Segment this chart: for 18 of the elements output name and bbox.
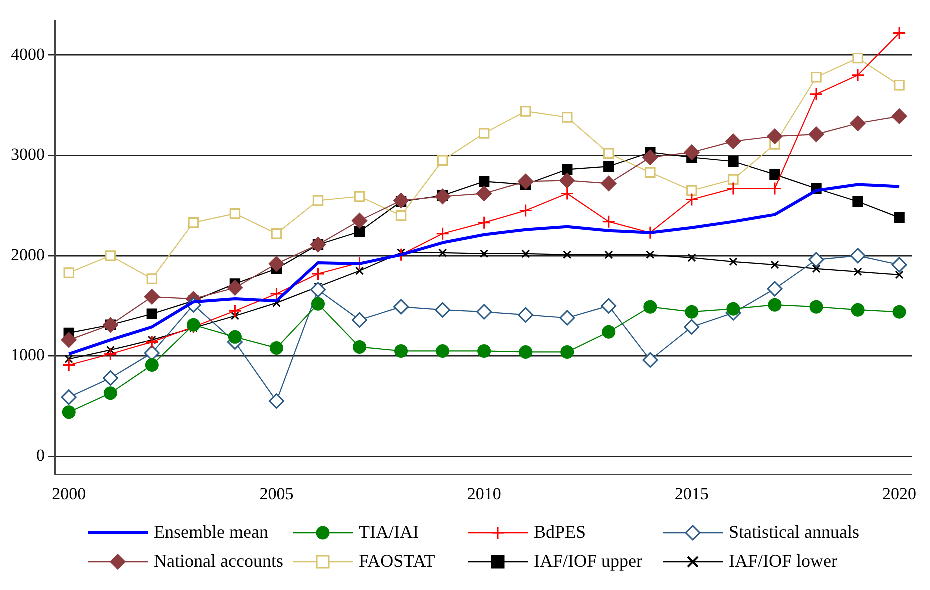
- legend-label: IAF/IOF lower: [729, 551, 838, 572]
- legend-label: BdPES: [534, 522, 586, 543]
- y-tick-label: 4000: [11, 44, 45, 64]
- x-tick-label: 2010: [467, 484, 502, 504]
- legend-label: Statistical annuals: [729, 522, 860, 543]
- legend-label: Ensemble mean: [154, 522, 268, 543]
- legend-label: TIA/IAI: [359, 522, 419, 543]
- y-tick-label: 0: [36, 446, 45, 466]
- x-tick-label: 2000: [52, 484, 86, 504]
- legend-label: National accounts: [154, 551, 284, 572]
- y-tick-label: 2000: [11, 245, 45, 264]
- x-tick-label: 2015: [674, 484, 709, 504]
- x-tick-label: 2020: [882, 484, 917, 504]
- y-tick-label: 1000: [11, 346, 45, 365]
- legend-label: FAOSTAT: [359, 551, 436, 572]
- legend-label: IAF/IOF upper: [534, 551, 642, 572]
- x-tick-label: 2005: [260, 484, 294, 504]
- y-tick-label: 3000: [11, 145, 45, 164]
